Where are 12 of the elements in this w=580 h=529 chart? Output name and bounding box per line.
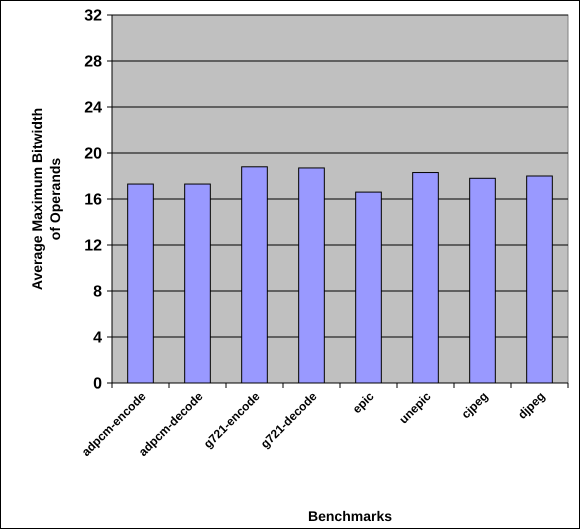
x-axis-title: Benchmarks <box>308 508 392 524</box>
y-tick-label: 28 <box>84 54 102 71</box>
y-tick-label: 32 <box>84 8 102 25</box>
y-tick-label: 24 <box>84 100 102 117</box>
y-tick-label: 12 <box>84 238 102 255</box>
y-tick-label: 16 <box>84 192 102 209</box>
y-tick-label: 8 <box>93 284 102 301</box>
y-tick-label: 4 <box>93 330 102 347</box>
x-tick-label: epic <box>350 388 377 416</box>
y-tick-label: 20 <box>84 146 102 163</box>
y-tick-label: 0 <box>93 376 102 393</box>
y-axis-title: Average Maximum Bitwidth of Operands <box>29 108 63 290</box>
